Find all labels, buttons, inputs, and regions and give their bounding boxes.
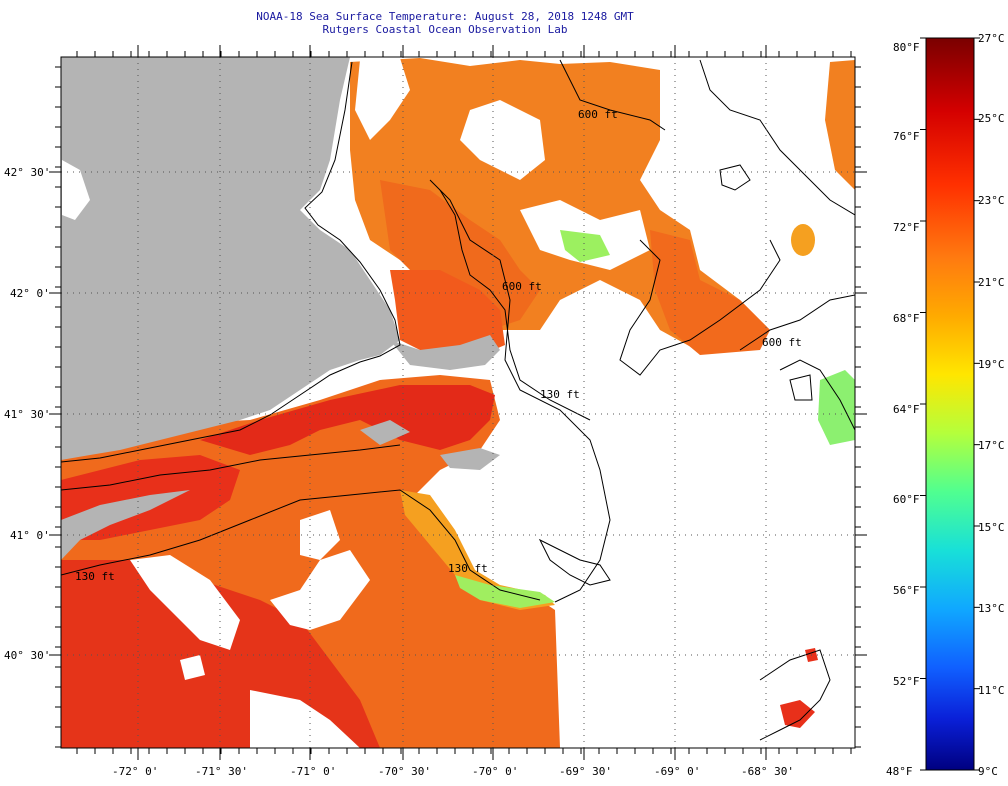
cbar-c-21: 21°C	[978, 276, 1005, 289]
sst-gulf-east	[650, 230, 770, 355]
small-patch-ne	[791, 224, 815, 256]
cloud-south-2	[270, 550, 370, 630]
cbar-c-11: 11°C	[978, 684, 1005, 697]
nf-contour-2	[699, 59, 855, 216]
shoal-cluster	[538, 538, 611, 586]
map-title: NOAA-18 Sea Surface Temperature: August …	[256, 10, 634, 23]
contour-130-cod	[439, 189, 591, 421]
cbar-f-64: 64°F	[893, 403, 920, 416]
lon-label-69-0: -69° 0'	[654, 765, 700, 778]
cbar-f-72: 72°F	[893, 221, 920, 234]
cbar-c-15: 15°C	[978, 521, 1005, 534]
island-loop-1	[789, 374, 813, 401]
isobath-label-6: 130 ft	[75, 570, 115, 583]
map-frame	[60, 56, 856, 749]
contour-130-south	[61, 444, 401, 491]
cbar-f-48: 48°F	[886, 765, 913, 778]
cbar-c-19: 19°C	[978, 358, 1005, 371]
cbar-c-27: 27°C	[978, 32, 1005, 45]
tick-marks	[49, 45, 867, 760]
isobath-label-3: 130 ft	[540, 388, 580, 401]
cbar-f-60: 60°F	[893, 493, 920, 506]
cloud-south-1	[130, 555, 240, 650]
land-marthas-vineyard	[360, 420, 410, 445]
map-subtitle: Rutgers Coastal Ocean Observation Lab	[322, 23, 568, 36]
lon-label-71-30: -71° 30'	[195, 765, 248, 778]
isobath-label-2: 600 ft	[762, 336, 802, 349]
graticule	[61, 57, 855, 748]
cbar-f-68: 68°F	[893, 312, 920, 325]
lat-label-41-0: 41° 0'	[10, 529, 50, 542]
land-white-hole	[62, 160, 90, 220]
contour-south	[61, 489, 541, 601]
cbar-f-52: 52°F	[893, 675, 920, 688]
cloud-3	[355, 58, 410, 140]
lat-label-40-30: 40° 30'	[4, 649, 50, 662]
lon-label-69-30: -69° 30'	[559, 765, 612, 778]
isobath-label-5: 130 ft	[448, 562, 488, 575]
lat-label-42-30: 42° 30'	[4, 166, 50, 179]
ne-orange-patch	[825, 60, 855, 190]
se-contour	[779, 359, 855, 431]
lon-label-70-30: -70° 30'	[378, 765, 431, 778]
cloud-1	[460, 100, 545, 180]
cbar-f-76: 76°F	[893, 130, 920, 143]
colorbar-ticks	[920, 37, 980, 771]
sst-gulf-patch-2	[380, 180, 540, 330]
land-nantucket	[440, 448, 500, 470]
map-area: 600 ft 600 ft 130 ft 600 ft 130 ft 130 f…	[61, 57, 855, 748]
cbar-c-25: 25°C	[978, 112, 1005, 125]
lon-label-71-0: -71° 0'	[290, 765, 336, 778]
land-long-island	[61, 490, 190, 560]
cloud-south-3	[300, 510, 340, 560]
cloud-south-4	[250, 690, 360, 748]
se-contour-2	[759, 649, 831, 741]
cbar-c-23: 23°C	[978, 194, 1005, 207]
isobath-label-4: 600 ft	[502, 280, 542, 293]
cbar-f-56: 56°F	[893, 584, 920, 597]
cloud-south-5	[180, 655, 205, 680]
gulf-loop	[719, 164, 751, 191]
sst-cape-cod-bay	[390, 270, 505, 360]
isobath-label-1: 600 ft	[578, 108, 618, 121]
cbar-c-17: 17°C	[978, 439, 1005, 452]
lat-label-42-0: 42° 0'	[10, 287, 50, 300]
lon-label-70-0: -70° 0'	[472, 765, 518, 778]
contour-600-east	[739, 294, 855, 351]
red-patch-se	[780, 700, 815, 728]
lat-label-41-30: 41° 30'	[4, 408, 50, 421]
lon-label-68-30: -68° 30'	[741, 765, 794, 778]
cloud-4	[660, 60, 855, 260]
georges-bank	[619, 239, 781, 376]
sst-near-shore-red	[200, 385, 495, 455]
shelf-contour-600	[429, 179, 611, 603]
lon-label-72-0: -72° 0'	[112, 765, 158, 778]
land-new-england	[61, 57, 400, 460]
green-patch-east	[818, 370, 855, 445]
cbar-f-80: 80°F	[893, 41, 920, 54]
cbar-c-9: 9°C	[978, 765, 998, 778]
cbar-c-13: 13°C	[978, 602, 1005, 615]
green-patch-north	[560, 230, 610, 262]
coastline	[61, 61, 401, 463]
contours	[61, 59, 855, 741]
land-cape-cod	[390, 335, 500, 370]
colorbar	[925, 37, 975, 771]
nf-contour-1	[559, 59, 666, 131]
